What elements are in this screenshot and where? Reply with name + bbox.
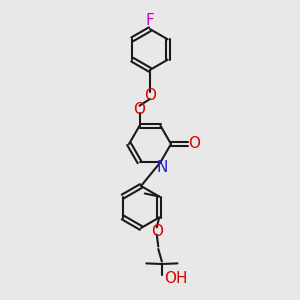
Text: F: F xyxy=(146,13,154,28)
Text: O: O xyxy=(144,88,156,103)
Text: O: O xyxy=(134,102,146,117)
Text: O: O xyxy=(151,224,163,238)
Text: OH: OH xyxy=(164,271,188,286)
Text: O: O xyxy=(188,136,200,152)
Text: N: N xyxy=(156,160,168,175)
